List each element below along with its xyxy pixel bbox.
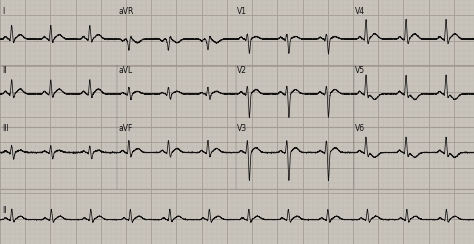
Text: V1: V1: [237, 7, 246, 16]
Text: V6: V6: [355, 124, 365, 133]
Text: II: II: [2, 206, 7, 215]
Text: V4: V4: [355, 7, 365, 16]
Text: V5: V5: [355, 66, 365, 75]
Text: aVR: aVR: [118, 7, 133, 16]
Text: aVF: aVF: [118, 124, 132, 133]
Text: aVL: aVL: [118, 66, 132, 75]
Text: V2: V2: [237, 66, 246, 75]
Text: II: II: [2, 66, 7, 75]
Text: V3: V3: [237, 124, 246, 133]
Text: III: III: [2, 124, 9, 133]
Text: I: I: [2, 7, 5, 16]
